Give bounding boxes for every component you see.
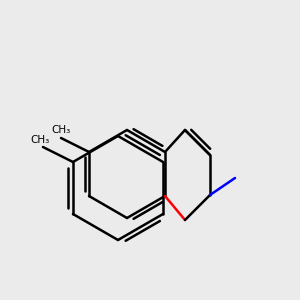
Text: CH₃: CH₃ xyxy=(30,135,50,145)
Text: CH₃: CH₃ xyxy=(51,125,70,135)
